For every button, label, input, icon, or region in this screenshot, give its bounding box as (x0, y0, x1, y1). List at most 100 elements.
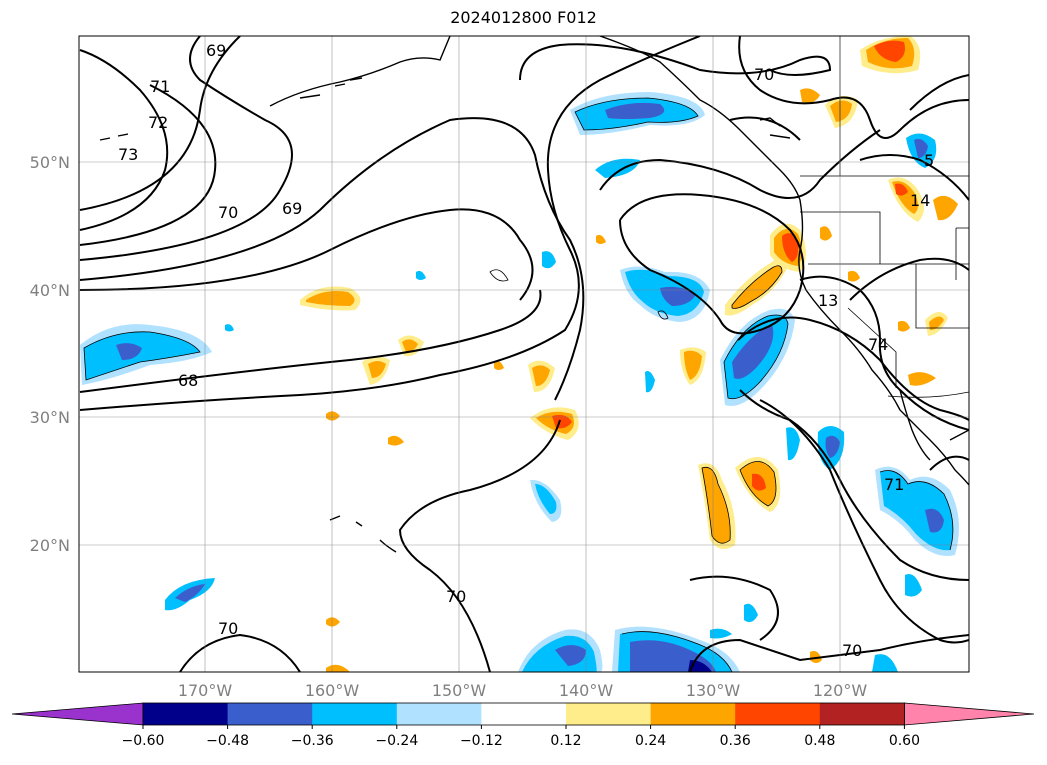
contour-label: 68 (178, 371, 198, 390)
colorbar-segment (650, 703, 736, 725)
contour-line (849, 257, 969, 301)
anomaly-outlines (83, 97, 954, 672)
lat-label: 40°N (30, 281, 70, 300)
contour-line (519, 43, 832, 81)
contour-label: 70 (754, 65, 774, 84)
colorbar-extend-low (11, 702, 144, 726)
pos-blob (820, 226, 832, 241)
colorbar: −0.60 −0.48 −0.36 −0.24 −0.12 0.12 0.24 0.36 0.4… (11, 702, 1035, 749)
neg-blob (744, 603, 758, 623)
colorbar-segments (11, 702, 1035, 726)
lon-label: 170°W (178, 681, 233, 700)
positive-anomaly-areas (300, 36, 958, 672)
neg-blob (660, 286, 696, 306)
contour-label: 14 (910, 191, 930, 210)
colorbar-segment (227, 703, 313, 725)
pos-blob (752, 473, 766, 491)
pos-blob (326, 617, 340, 627)
pos-blob (782, 233, 799, 262)
contour-label: 74 (868, 335, 888, 354)
colorbar-tick-label: −0.48 (206, 733, 249, 749)
colorbar-frame (142, 702, 905, 726)
contour-line (799, 275, 969, 431)
neg-blob (872, 654, 898, 672)
pos-blob (306, 291, 355, 306)
neg-blob (116, 343, 142, 360)
contour-label: 13 (818, 291, 838, 310)
neg-blob (542, 251, 556, 269)
colorbar-tick-label: −0.24 (375, 733, 418, 749)
colorbar-segment (396, 703, 482, 725)
contour-line (689, 634, 969, 672)
lat-label: 50°N (30, 153, 70, 172)
neg-blob (786, 427, 800, 461)
pos-blob (929, 316, 944, 330)
contour-line (859, 154, 969, 201)
neg-blob (925, 508, 944, 533)
pos-blob (800, 88, 820, 103)
neg-blob (84, 331, 200, 380)
contour-label: 70 (218, 203, 238, 222)
colorbar-extend-high (904, 702, 1035, 726)
colorbar-segment (481, 703, 567, 725)
longitude-labels: 170°W 160°W 150°W 140°W 130°W 120°W (178, 681, 868, 700)
contour-label: 69 (282, 199, 302, 218)
map-panel: 69 71 72 73 70 69 70 68 70 70 70 13 74 1… (79, 36, 969, 672)
colorbar-tick-label: 0.12 (550, 733, 581, 749)
neg-blob (175, 584, 205, 602)
contour-line (179, 633, 301, 672)
lon-label: 130°W (686, 681, 741, 700)
colorbar-tick-label: 0.48 (804, 733, 835, 749)
lon-label: 160°W (305, 681, 360, 700)
neg-blob (825, 435, 840, 458)
graticule (79, 36, 969, 672)
pos-blob (326, 411, 340, 421)
contour-line (79, 84, 217, 246)
neg-blob (605, 102, 665, 119)
contour-line (79, 117, 585, 401)
colorbar-tick-label: −0.60 (122, 733, 165, 749)
contour-line (737, 316, 969, 421)
colorbar-segment (566, 703, 652, 725)
contour-line (79, 208, 534, 301)
pos-blob (702, 467, 731, 544)
contour-line (909, 74, 969, 111)
coastlines (99, 36, 969, 553)
contour-line (929, 455, 969, 471)
map-frame (78, 35, 970, 673)
negative-anomaly-areas (80, 92, 959, 672)
colorbar-tick-label: 0.60 (889, 733, 920, 749)
pos-blob (596, 234, 606, 244)
lon-label: 120°W (813, 681, 868, 700)
neg-blob (905, 574, 922, 597)
pos-blob (874, 40, 905, 62)
contour-label: 70 (842, 641, 862, 660)
colorbar-tick-label: −0.36 (291, 733, 334, 749)
pos-blob (368, 361, 386, 378)
neg-blob (416, 270, 426, 280)
pos-blob (402, 339, 418, 352)
lat-label: 30°N (30, 408, 70, 427)
contour-line (79, 36, 701, 411)
pos-blob (552, 414, 572, 429)
pos-blob (494, 360, 504, 370)
contour-label: 70 (218, 619, 238, 638)
colorbar-tick-label: −0.12 (460, 733, 503, 749)
lat-label: 20°N (30, 536, 70, 555)
colorbar-segment (143, 703, 229, 725)
contour-label: 70 (446, 587, 466, 606)
pos-blob (908, 372, 936, 386)
contour-line (398, 419, 561, 672)
contour-line (689, 575, 779, 641)
neg-blob (535, 484, 557, 514)
contour-label: 69 (206, 41, 226, 60)
contour-label: 5 (924, 151, 934, 170)
pos-blob (848, 270, 860, 282)
latitude-labels: 50°N 40°N 30°N 20°N (30, 153, 70, 555)
contour-labels: 69 71 72 73 70 69 70 68 70 70 70 13 74 1… (118, 41, 934, 660)
colorbar-segment (735, 703, 821, 725)
pos-blob (830, 100, 852, 122)
pos-blob (388, 435, 404, 446)
neg-blob (225, 324, 234, 332)
